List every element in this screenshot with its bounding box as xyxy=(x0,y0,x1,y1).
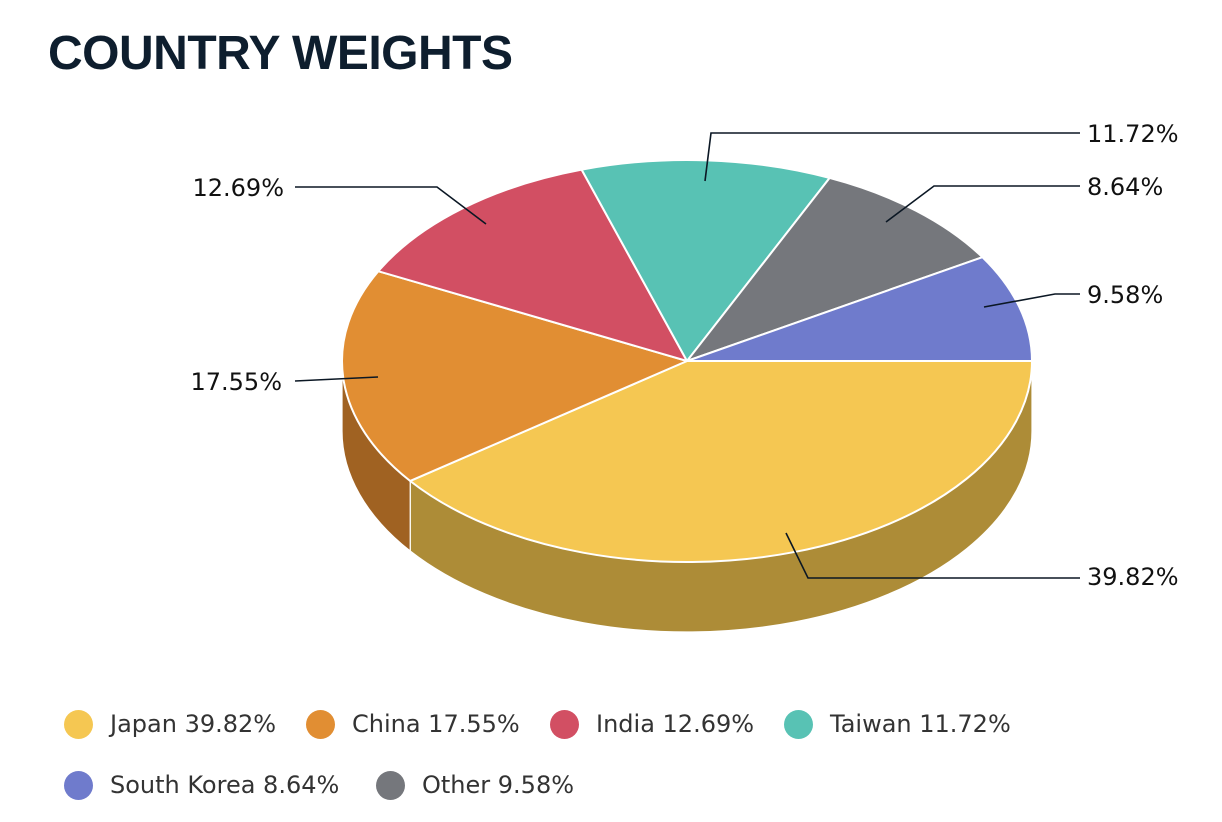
legend-item-japan: Japan 39.82% xyxy=(64,704,276,744)
data-label-japan: 39.82% xyxy=(1087,563,1179,591)
legend-label-india: India 12.69% xyxy=(596,710,755,738)
legend-label-other: Other 9.58% xyxy=(422,771,575,799)
legend-item-taiwan: Taiwan 11.72% xyxy=(784,704,1011,744)
callout-line-south-korea xyxy=(885,185,1080,223)
pie-slice-south-korea xyxy=(686,256,1033,362)
legend-label-china: China 17.55% xyxy=(352,710,520,738)
callout-line-india xyxy=(295,186,487,225)
legend-swatch-china xyxy=(306,709,335,739)
data-label-india: 12.69% xyxy=(192,174,284,202)
legend-item-south-korea: South Korea 8.64% xyxy=(64,765,339,805)
data-label-china: 17.55% xyxy=(190,368,282,396)
legend-swatch-south-korea xyxy=(64,770,93,800)
data-label-south-korea: 8.64% xyxy=(1087,173,1163,201)
legend-label-japan: Japan 39.82% xyxy=(110,710,277,738)
legend-item-india: India 12.69% xyxy=(550,704,754,744)
legend-label-taiwan: Taiwan 11.72% xyxy=(830,710,1011,738)
callout-line-china xyxy=(294,376,379,382)
legend-swatch-india xyxy=(550,709,579,739)
callout-line-taiwan xyxy=(704,132,1080,182)
legend-label-south-korea: South Korea 8.64% xyxy=(110,771,340,799)
pie-slice-india xyxy=(377,168,688,362)
data-label-taiwan: 11.72% xyxy=(1087,120,1179,148)
legend-swatch-japan xyxy=(64,709,93,739)
legend-swatch-other xyxy=(376,770,405,800)
callout-line-japan xyxy=(785,532,1080,579)
legend-item-other: Other 9.58% xyxy=(376,765,574,805)
chart-title: COUNTRY WEIGHTS xyxy=(48,27,513,80)
data-label-other: 9.58% xyxy=(1087,281,1163,309)
pie-slice-other xyxy=(686,176,984,362)
legend-swatch-taiwan xyxy=(784,709,813,739)
legend-item-china: China 17.55% xyxy=(306,704,520,744)
callout-line-other xyxy=(983,293,1080,308)
